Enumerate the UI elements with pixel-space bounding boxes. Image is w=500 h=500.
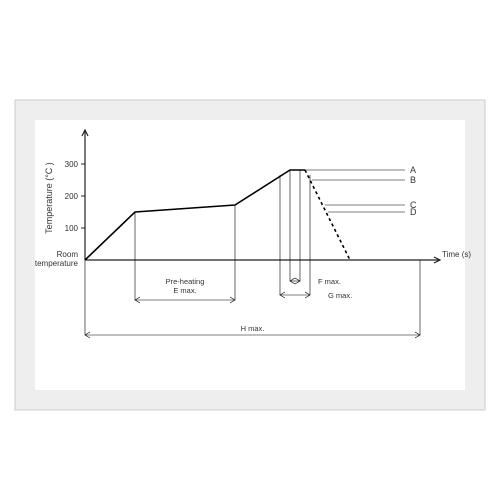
y-tick-label: 200 <box>65 192 79 201</box>
f-label: F max. <box>318 277 341 286</box>
g-label: G max. <box>328 291 352 300</box>
y-tick-label: 300 <box>65 160 79 169</box>
ref-label-b: B <box>410 175 416 185</box>
y-axis-title: Temperature (°C ) <box>44 162 54 234</box>
time-axis-label: Time (s) <box>442 250 471 259</box>
ref-label-d: D <box>410 207 417 217</box>
y-tick-label: 100 <box>65 224 79 233</box>
ref-label-a: A <box>410 165 416 175</box>
inner-panel <box>35 120 465 390</box>
h-label: H max. <box>241 324 265 333</box>
